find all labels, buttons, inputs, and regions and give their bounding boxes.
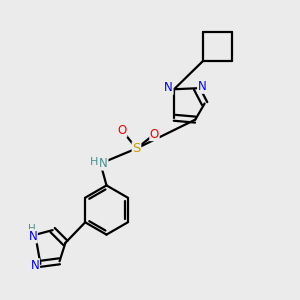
Text: H: H — [90, 157, 98, 167]
Text: N: N — [31, 259, 39, 272]
Text: O: O — [118, 124, 127, 137]
Text: N: N — [198, 80, 206, 93]
Text: S: S — [132, 142, 141, 155]
Text: O: O — [150, 128, 159, 141]
Text: N: N — [164, 81, 173, 94]
Text: N: N — [99, 157, 108, 170]
Text: H: H — [28, 224, 35, 234]
Text: N: N — [28, 230, 37, 243]
